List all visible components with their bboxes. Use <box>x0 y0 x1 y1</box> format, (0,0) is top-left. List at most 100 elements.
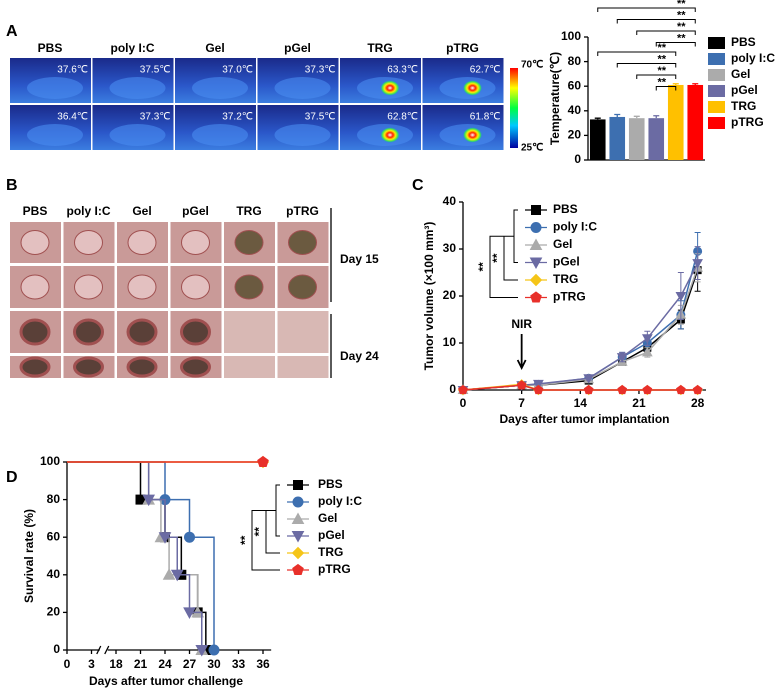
photo <box>277 356 329 378</box>
bar <box>687 84 704 160</box>
bar <box>648 118 665 160</box>
photo-label: TRG <box>236 204 261 218</box>
x-tick-label: 14 <box>574 396 588 410</box>
legend-marker <box>291 512 305 524</box>
significance-label: ** <box>677 21 686 33</box>
tumor <box>288 230 317 255</box>
tumor <box>181 230 210 255</box>
y-tick-label: 20 <box>568 128 582 142</box>
y-tick-label: 20 <box>47 605 61 619</box>
temperature-label: 37.6℃ <box>57 65 88 76</box>
y-tick-label: 40 <box>47 567 61 581</box>
photo-label: Gel <box>132 204 151 218</box>
marker <box>616 353 628 363</box>
x-tick-label: 7 <box>518 396 525 410</box>
significance-label: ** <box>238 535 252 545</box>
x-tick-label: 21 <box>134 657 148 671</box>
x-tick-label: 0 <box>64 657 71 671</box>
temperature-label: 61.8℃ <box>470 112 501 123</box>
legend-label: Gel <box>318 511 337 525</box>
x-axis-label: Days after tumor implantation <box>499 412 669 426</box>
legend-label: poly I:C <box>318 494 362 508</box>
legend-label: pTRG <box>318 562 351 576</box>
tumor <box>180 318 211 346</box>
y-tick-label: 60 <box>47 529 61 543</box>
temperature-label: 37.5℃ <box>140 65 171 76</box>
significance-label: ** <box>657 53 666 65</box>
tumor <box>74 274 103 300</box>
panel-label: C <box>412 177 424 194</box>
legend-marker <box>291 546 305 560</box>
day-label: Day 15 <box>340 252 379 266</box>
legend-label: pGel <box>318 528 345 542</box>
survival-step <box>169 574 199 613</box>
marker <box>675 384 686 395</box>
x-tick-label: 18 <box>109 657 123 671</box>
significance-label: ** <box>677 32 686 44</box>
hot-spot <box>462 80 483 96</box>
tumor <box>73 318 104 346</box>
legend-label: Gel <box>731 67 750 81</box>
y-tick-label: 10 <box>443 335 457 349</box>
legend-marker <box>530 291 542 303</box>
marker <box>158 532 172 544</box>
marker <box>257 455 269 467</box>
significance-bracket <box>655 86 677 91</box>
legend-label: poly I:C <box>731 51 775 65</box>
error-bar <box>614 113 621 117</box>
tumor <box>234 230 264 255</box>
error-bar <box>594 117 601 120</box>
mouse-shape <box>27 124 83 146</box>
legend-marker <box>292 563 304 575</box>
y-tick-label: 30 <box>443 241 457 255</box>
marker <box>641 334 653 344</box>
panel-label: B <box>6 177 18 194</box>
tumor <box>288 274 317 300</box>
x-tick-label: 30 <box>207 657 221 671</box>
significance-bracket <box>597 51 677 56</box>
axis-break <box>96 645 110 655</box>
tumor <box>20 274 50 300</box>
marker <box>583 384 594 395</box>
legend-swatch <box>708 117 725 129</box>
tumor <box>19 318 51 346</box>
marker <box>208 644 220 656</box>
y-axis-label: Temperature(℃) <box>548 52 562 145</box>
marker <box>195 645 209 657</box>
legend-swatch <box>708 69 725 81</box>
image-label: TRG <box>367 41 392 55</box>
y-tick-label: 20 <box>443 288 457 302</box>
image-label: poly I:C <box>111 41 155 55</box>
hot-spot <box>462 127 483 143</box>
y-tick-label: 60 <box>568 78 582 92</box>
significance-label: ** <box>657 65 666 77</box>
survival-step <box>189 611 203 650</box>
legend-label: TRG <box>553 272 578 286</box>
x-tick-label: 3 <box>88 657 95 671</box>
legend-label: PBS <box>318 477 343 491</box>
day-label: Day 24 <box>340 349 379 363</box>
color-bar-max: 70℃ <box>521 60 543 71</box>
y-tick-label: 100 <box>561 29 581 43</box>
hot-spot <box>380 80 400 96</box>
y-tick-label: 0 <box>449 382 456 396</box>
tumor <box>73 356 104 378</box>
marker <box>135 494 146 505</box>
error-bar <box>672 83 679 85</box>
x-tick-label: 0 <box>460 396 467 410</box>
legend-label: pTRG <box>553 290 586 304</box>
legend-swatch <box>708 37 725 49</box>
temperature-label: 62.7℃ <box>470 65 501 76</box>
marker <box>183 607 196 619</box>
temperature-label: 63.3℃ <box>387 65 418 76</box>
y-axis-label: Tumor volume (×100 mm³) <box>422 222 436 371</box>
temperature-label: 36.4℃ <box>57 112 88 123</box>
x-axis-label: Days after tumor challenge <box>89 674 243 688</box>
significance-label: ** <box>490 253 504 263</box>
hot-spot <box>380 127 400 143</box>
error-bar <box>692 83 699 85</box>
y-tick-label: 0 <box>574 152 581 166</box>
significance-bracket <box>616 63 677 68</box>
tumor <box>181 274 210 300</box>
